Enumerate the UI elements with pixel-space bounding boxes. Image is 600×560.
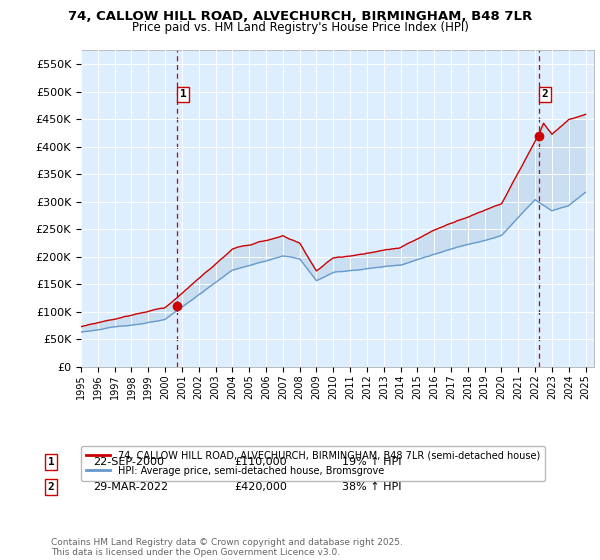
- Text: 1: 1: [180, 90, 187, 100]
- Text: £110,000: £110,000: [234, 457, 287, 467]
- Text: 2: 2: [47, 482, 55, 492]
- Text: 22-SEP-2000: 22-SEP-2000: [93, 457, 164, 467]
- Text: £420,000: £420,000: [234, 482, 287, 492]
- Text: 38% ↑ HPI: 38% ↑ HPI: [342, 482, 401, 492]
- Text: 29-MAR-2022: 29-MAR-2022: [93, 482, 168, 492]
- Text: 2: 2: [542, 90, 548, 100]
- Text: Contains HM Land Registry data © Crown copyright and database right 2025.
This d: Contains HM Land Registry data © Crown c…: [51, 538, 403, 557]
- Legend: 74, CALLOW HILL ROAD, ALVECHURCH, BIRMINGHAM, B48 7LR (semi-detached house), HPI: 74, CALLOW HILL ROAD, ALVECHURCH, BIRMIN…: [81, 446, 545, 480]
- Text: 19% ↑ HPI: 19% ↑ HPI: [342, 457, 401, 467]
- Text: 1: 1: [47, 457, 55, 467]
- Text: 74, CALLOW HILL ROAD, ALVECHURCH, BIRMINGHAM, B48 7LR: 74, CALLOW HILL ROAD, ALVECHURCH, BIRMIN…: [68, 10, 532, 23]
- Text: Price paid vs. HM Land Registry's House Price Index (HPI): Price paid vs. HM Land Registry's House …: [131, 21, 469, 34]
